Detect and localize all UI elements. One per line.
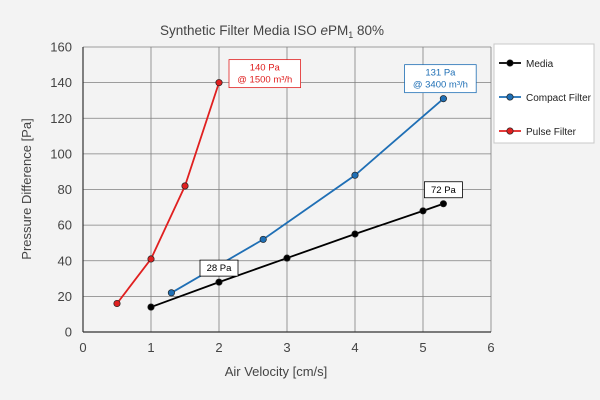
annotation-label: 28 Pa (207, 263, 233, 274)
legend-marker-compact-filter (506, 93, 514, 101)
x-tick-label: 0 (79, 340, 86, 355)
data-point-compact-filter (259, 235, 267, 243)
data-point-pulse-filter (147, 255, 155, 263)
data-point-media (351, 230, 359, 238)
data-point-compact-filter (351, 171, 359, 179)
y-tick-label: 40 (58, 253, 72, 268)
annotation-label: 131 Pa (425, 68, 456, 79)
data-point-pulse-filter (113, 299, 121, 308)
series-line-media (150, 202, 444, 308)
legend-label-pulse-filter: Pulse Filter (526, 127, 577, 138)
x-tick-label: 6 (487, 340, 494, 355)
x-tick-label: 3 (283, 340, 290, 355)
legend-label-compact-filter: Compact Filter (526, 93, 592, 104)
legend: Media Compact Filter Pulse Filter (493, 43, 595, 144)
data-point-media (215, 278, 223, 286)
annotation-label: @ 1500 m³/h (237, 75, 292, 86)
y-tick-label: 60 (58, 218, 72, 233)
legend-marker-media (506, 59, 514, 67)
annotation-box (199, 259, 239, 277)
data-point-compact-filter (439, 95, 447, 103)
title-pm: PM (328, 23, 348, 38)
annotation-box (228, 59, 301, 89)
data-point-pulse-filter (181, 182, 189, 190)
data-point-media (283, 254, 291, 262)
annotation-box (404, 64, 477, 94)
y-tick-label: 80 (58, 182, 72, 197)
x-tick-label: 4 (351, 340, 358, 355)
axes (82, 47, 491, 333)
title-subscript: 1 (348, 30, 353, 40)
y-tick-label: 140 (50, 75, 72, 90)
x-tick-label: 1 (147, 340, 154, 355)
data-point-media (439, 200, 447, 208)
y-tick-label: 120 (50, 111, 72, 126)
y-tick-label: 160 (50, 40, 72, 55)
x-axis-label: Air Velocity [cm/s] (225, 364, 328, 379)
grid (83, 46, 492, 332)
y-tick-label: 100 (50, 146, 72, 161)
chart-title: Synthetic Filter Media ISO ePM1 80% (160, 23, 384, 40)
series-line-pulse-filter (116, 82, 220, 305)
data-point-pulse-filter (215, 79, 223, 87)
y-tick-label: 20 (58, 289, 72, 304)
title-italic: e (321, 23, 329, 38)
x-tick-label: 2 (215, 340, 222, 355)
annotation-layer: 140 Pa@ 1500 m³/h 131 Pa@ 3400 m³/h 28 Pa 7… (199, 59, 477, 277)
data-point-compact-filter (167, 289, 175, 297)
x-tick-label: 5 (419, 340, 426, 355)
y-axis-label: Pressure Difference [Pa] (19, 118, 34, 259)
annotation-label: 140 Pa (250, 63, 281, 74)
data-point-media (419, 207, 427, 215)
legend-label-media: Media (526, 59, 554, 70)
annotation-box (423, 181, 463, 199)
annotation-label: 72 Pa (431, 185, 457, 196)
legend-marker-pulse-filter (506, 127, 514, 135)
annotation-label: @ 3400 m³/h (413, 80, 468, 91)
data-point-media (147, 303, 155, 311)
title-main: Synthetic Filter Media ISO (160, 23, 321, 38)
title-end: 80% (353, 23, 384, 38)
y-tick-label: 0 (65, 325, 72, 340)
